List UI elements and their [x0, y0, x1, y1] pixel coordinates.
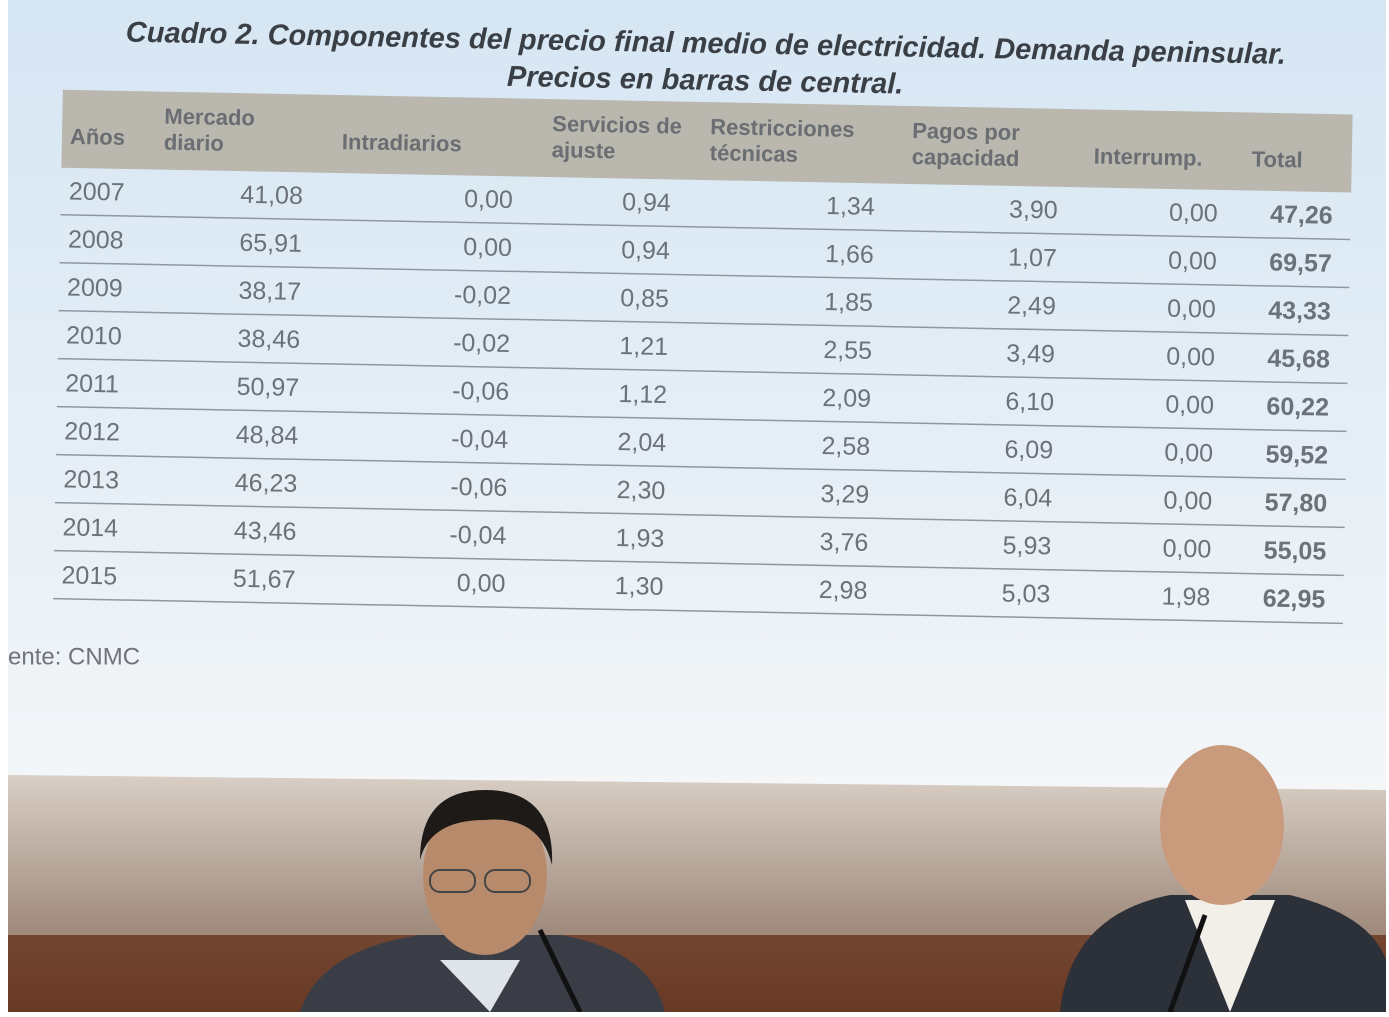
table-cell: 41,08 [240, 181, 303, 210]
table-cell: 0,00 [1166, 343, 1215, 372]
table-cell: 0,00 [1163, 487, 1212, 516]
table-cell: 51,67 [233, 565, 296, 594]
table-cell: 50,97 [236, 373, 299, 402]
table-cell: -0,06 [450, 473, 508, 502]
header-cell: Años [70, 124, 125, 150]
header-cell: Interrump. [1094, 143, 1203, 170]
table-cell: 2,49 [1007, 292, 1056, 321]
table-cell: 2011 [65, 369, 119, 398]
table-cell: 6,09 [1004, 435, 1053, 464]
table-cell: 1,93 [615, 524, 664, 553]
table-cell: 1,34 [826, 192, 875, 221]
table-cell: 57,80 [1264, 488, 1327, 517]
table-cell: 5,93 [1002, 531, 1051, 560]
table-cell: 46,23 [235, 469, 298, 498]
table-cell: 3,90 [1009, 196, 1058, 225]
table-cell: 0,00 [464, 185, 513, 214]
table-cell: 0,94 [622, 188, 671, 217]
table-cell: 0,00 [1162, 535, 1211, 564]
table-cell: 62,95 [1263, 584, 1326, 613]
table-cell: 2,98 [818, 576, 867, 605]
table-cell: -0,04 [449, 521, 507, 550]
photo: Cuadro 2. Componentes del precio final m… [0, 0, 1389, 1012]
table-cell: 3,29 [820, 480, 869, 509]
table-cell: 0,00 [1167, 295, 1216, 324]
table-cell: 48,84 [235, 421, 298, 450]
table-cell: 6,04 [1003, 483, 1052, 512]
header-cell: Total [1252, 146, 1303, 172]
table-cell: 2,30 [616, 476, 665, 505]
table-cell: 2,55 [823, 336, 872, 365]
table-cell: 0,00 [1169, 199, 1218, 228]
table-cell: 2014 [62, 513, 118, 542]
table-cell: 2,09 [822, 384, 871, 413]
table-cell: 1,30 [615, 572, 664, 601]
table-cell: 59,52 [1265, 440, 1328, 469]
table-cell: 1,12 [618, 380, 667, 409]
table-cell: 43,46 [234, 517, 297, 546]
table-cell: 2,04 [617, 428, 666, 457]
table-cell: 1,07 [1008, 244, 1057, 273]
table-cell: 2012 [64, 417, 120, 446]
table-cell: 65,91 [239, 229, 302, 258]
table-cell: 38,46 [237, 325, 300, 354]
table-cell: 2009 [67, 273, 123, 302]
table-cell: 3,76 [819, 528, 868, 557]
table-cell: 43,33 [1268, 297, 1331, 326]
table-cell: 1,85 [824, 288, 873, 317]
table-cell: 2010 [66, 321, 122, 350]
table-cell: -0,02 [454, 281, 512, 310]
table-cell: 55,05 [1263, 536, 1326, 565]
table-cell: 38,17 [238, 277, 301, 306]
table-cell: 2,58 [821, 432, 870, 461]
table-cell: 2008 [68, 225, 124, 254]
table-cell: 2015 [61, 561, 117, 590]
table-cell: 5,03 [1001, 579, 1050, 608]
table-cell: 0,00 [463, 233, 512, 262]
table-cell: 0,85 [620, 284, 669, 313]
table-cell: 1,21 [619, 332, 668, 361]
header-cell: Intradiarios [342, 129, 462, 156]
table-cell: 3,49 [1006, 339, 1055, 368]
table-cell: 47,26 [1270, 201, 1333, 230]
header-cell: Pagos porcapacidad [912, 118, 1021, 171]
table-cell: 0,00 [1165, 391, 1214, 420]
source-note: ente: CNMC [8, 643, 140, 670]
table-cell: 0,94 [621, 236, 670, 265]
table-cell: 6,10 [1005, 387, 1054, 416]
table-cell: 60,22 [1266, 392, 1329, 421]
table-cell: 0,00 [457, 569, 506, 598]
table-cell: 2007 [69, 177, 125, 206]
table-cell: 45,68 [1267, 345, 1330, 374]
table-cell: 1,66 [825, 240, 874, 269]
table-cell: -0,04 [451, 425, 509, 454]
table-cell: 0,00 [1164, 439, 1213, 468]
table-cell: 1,98 [1161, 583, 1210, 612]
table-cell: -0,02 [453, 329, 511, 358]
table-cell: 2013 [63, 465, 119, 494]
table-cell: -0,06 [452, 377, 510, 406]
table-cell: 0,00 [1168, 247, 1217, 276]
table-cell: 69,57 [1269, 249, 1332, 278]
